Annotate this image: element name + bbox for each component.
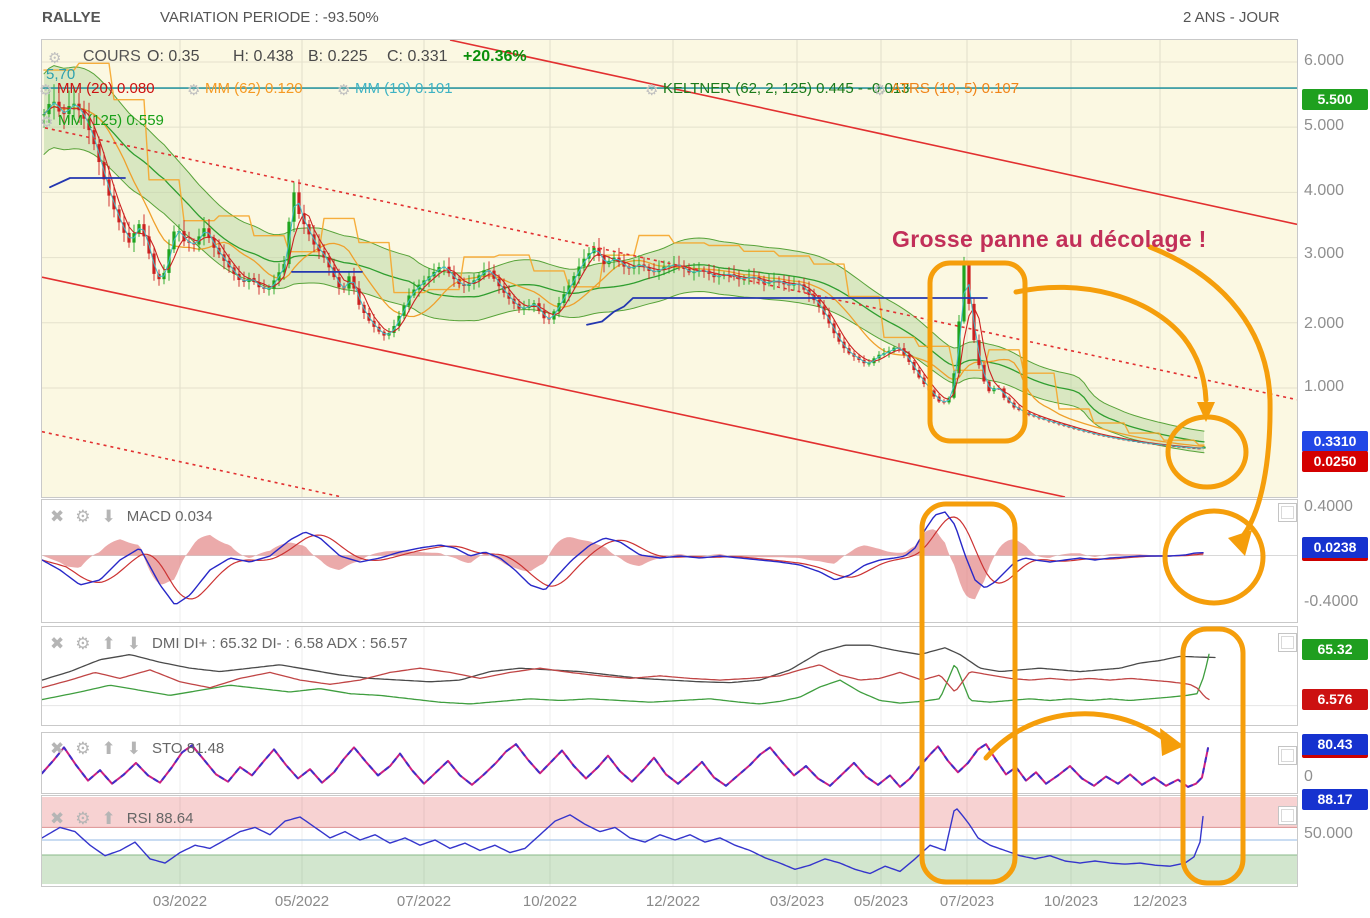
gear-icon[interactable]: ⚙ [75,739,91,758]
gear-icon[interactable]: ⚙ [75,809,91,828]
move-down-icon[interactable]: ⬇ [101,507,116,526]
rsi-title: RSI 88.64 [126,810,194,827]
high-value: H: 0.438 [233,48,294,65]
symbol-name: RALLYE [42,9,101,26]
price-level-label: 5,70 [46,66,76,83]
rsi-value-badge: 88.17 [1302,789,1368,810]
x-axis-label: 05/2023 [853,893,909,910]
rsi-panel [41,795,1298,887]
macd-visibility-checkbox[interactable] [1278,503,1297,522]
macd-title: MACD 0.034 [126,508,213,525]
macd-value-badge: 0.0238 [1302,537,1368,561]
gear-icon[interactable]: ⚙ [187,82,201,99]
x-axis-label: 03/2022 [152,893,208,910]
x-axis-label: 12/2023 [1132,893,1188,910]
rsi-axis-tick: 50.000 [1304,825,1353,842]
gear-icon[interactable]: ⚙ [75,507,91,526]
price-value-badge: 5.500 [1302,89,1368,110]
dmi-value-badge: 6.576 [1302,689,1368,710]
sto-value-badge: 80.43 [1302,734,1368,758]
sto-visibility-checkbox[interactable] [1278,746,1297,765]
price-chart [41,39,1298,498]
sto-axis-tick: 0 [1304,768,1313,785]
dmi-panel-header: ✖ ⚙ ⬆ ⬇ DMI DI+ : 65.32 DI- : 6.58 ADX :… [50,635,408,652]
x-axis-label: 07/2023 [939,893,995,910]
legend-item: ATRS (10, 5) 0.107 [891,80,1020,97]
rsi-panel-header: ✖ ⚙ ⬆ RSI 88.64 [50,810,193,827]
legend-item: MM (10) 0.101 [355,80,453,97]
move-up-icon[interactable]: ⬆ [101,634,116,653]
macd-panel-header: ✖ ⚙ ⬇ MACD 0.034 [50,508,213,525]
x-axis-label: 10/2023 [1043,893,1099,910]
sto-panel-header: ✖ ⚙ ⬆ ⬇ STO 81.48 [50,740,224,757]
price-axis-tick: 1.000 [1304,378,1345,395]
move-down-icon[interactable]: ⬇ [126,634,141,653]
sto-panel [41,732,1298,794]
close-value: C: 0.331 [387,48,448,65]
move-up-icon[interactable]: ⬆ [101,739,116,758]
gear-icon[interactable]: ⚙ [337,82,351,99]
x-axis-label: 05/2022 [274,893,330,910]
open-value: O: 0.35 [147,48,200,65]
variation-period: VARIATION PERIODE : -93.50% [160,9,379,26]
gear-icon[interactable]: ⚙ [40,114,54,131]
rsi-visibility-checkbox[interactable] [1278,806,1297,825]
annotation-text: Grosse panne au décolage ! [892,226,1207,252]
cours-label: COURS [83,48,141,65]
legend-item: KELTNER (62, 2, 125) 0.445 - -0.013 [663,80,910,97]
dmi-panel [41,626,1298,726]
close-icon[interactable]: ✖ [50,507,65,526]
legend-item: MM (62) 0.120 [205,80,303,97]
legend-item: MM (125) 0.559 [58,112,164,129]
gear-icon[interactable]: ⚙ [75,634,91,653]
gear-icon[interactable]: ⚙ [645,82,659,99]
move-down-icon[interactable]: ⬇ [126,739,141,758]
close-icon[interactable]: ✖ [50,809,65,828]
dmi-visibility-checkbox[interactable] [1278,633,1297,652]
low-value: B: 0.225 [308,48,368,65]
legend-item: MM (20) 0.080 [57,80,155,97]
gear-icon[interactable]: ⚙ [48,50,62,67]
x-axis-label: 03/2023 [769,893,825,910]
gear-icon[interactable]: ⚙ [39,82,53,99]
price-axis-tick: 5.000 [1304,117,1345,134]
price-value-badge: 0.0250 [1302,451,1368,472]
change-percent: +20.36% [463,48,527,65]
x-axis-label: 10/2022 [522,893,578,910]
x-axis-label: 07/2022 [396,893,452,910]
macd-axis-tick: 0.4000 [1304,498,1353,515]
move-up-icon[interactable]: ⬆ [101,809,116,828]
price-value-badge: 0.3310 [1302,431,1368,452]
timeframe-label[interactable]: 2 ANS - JOUR [1183,9,1280,26]
dmi-value-badge: 65.32 [1302,639,1368,660]
macd-axis-tick: -0.4000 [1304,593,1359,610]
price-axis-tick: 4.000 [1304,182,1345,199]
sto-title: STO 81.48 [152,740,225,757]
close-icon[interactable]: ✖ [50,739,65,758]
macd-panel [41,499,1298,623]
gear-icon[interactable]: ⚙ [873,82,887,99]
dmi-title: DMI DI+ : 65.32 DI- : 6.58 ADX : 56.57 [152,635,408,652]
price-axis-tick: 6.000 [1304,52,1345,69]
x-axis-label: 12/2022 [645,893,701,910]
price-axis-tick: 3.000 [1304,245,1345,262]
price-axis-tick: 2.000 [1304,315,1345,332]
close-icon[interactable]: ✖ [50,634,65,653]
